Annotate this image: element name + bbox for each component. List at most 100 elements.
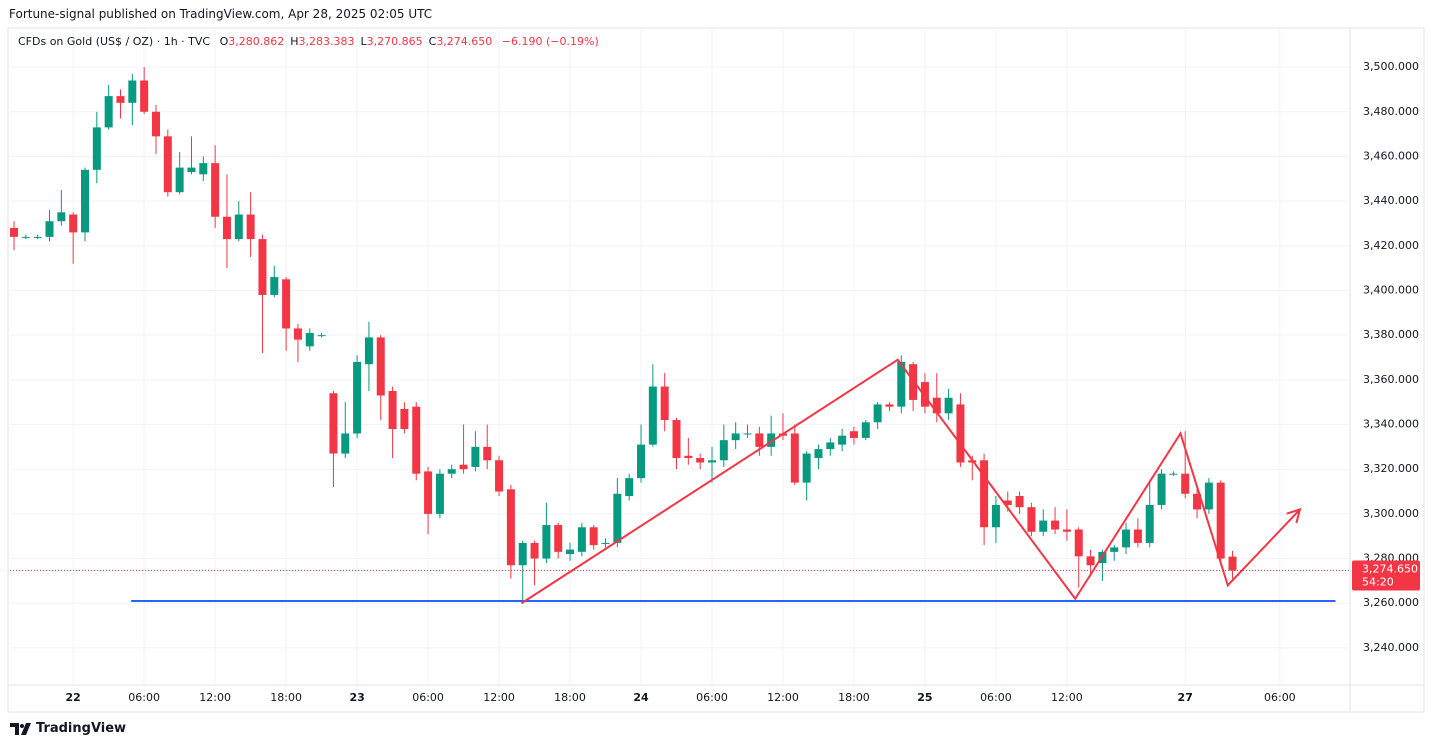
candle-body bbox=[388, 391, 397, 429]
candle-body bbox=[1193, 493, 1202, 510]
frame bbox=[7, 27, 1425, 713]
candle-body bbox=[826, 442, 835, 450]
candle-body bbox=[589, 527, 598, 546]
ohlc-key: H bbox=[290, 35, 299, 48]
candle-body bbox=[293, 328, 302, 340]
candle-body bbox=[81, 169, 90, 233]
x-tick-label: 24 bbox=[633, 691, 649, 704]
candle-body bbox=[1181, 473, 1190, 494]
candle-body bbox=[341, 433, 350, 454]
x-tick-label: 06:00 bbox=[128, 691, 160, 704]
ohlc-value: 3,283.383 bbox=[298, 35, 355, 48]
candle-body bbox=[128, 80, 137, 103]
x-tick-label: 27 bbox=[1178, 691, 1193, 704]
candle-body bbox=[672, 420, 681, 459]
ohlc-value: 3,280.862 bbox=[228, 35, 285, 48]
candle-body bbox=[684, 455, 693, 459]
y-tick-label: 3,500.000 bbox=[1363, 60, 1419, 73]
ohlc-key: L bbox=[360, 35, 367, 48]
candle-body bbox=[1062, 529, 1071, 532]
candle-body bbox=[1133, 529, 1142, 543]
candle-body bbox=[1027, 507, 1036, 532]
candle-body bbox=[364, 337, 373, 365]
footer: TradingView bbox=[10, 721, 126, 736]
candle-body bbox=[69, 214, 78, 233]
candle-body bbox=[1086, 556, 1095, 566]
candle-body bbox=[471, 446, 480, 467]
candle-body bbox=[317, 335, 326, 337]
x-tick-label: 12:00 bbox=[1051, 691, 1083, 704]
candle-body bbox=[861, 422, 870, 438]
candle-body bbox=[447, 469, 456, 474]
candle-body bbox=[57, 212, 66, 222]
y-tick-label: 3,420.000 bbox=[1363, 239, 1419, 252]
trend-drawing bbox=[520, 358, 1301, 605]
candle-body bbox=[613, 493, 622, 543]
candle-body bbox=[435, 473, 444, 514]
logo bbox=[10, 722, 31, 735]
candle-body bbox=[33, 236, 42, 238]
candle-body bbox=[708, 460, 717, 463]
candle-body bbox=[530, 542, 539, 559]
x-tick-label: 18:00 bbox=[838, 691, 870, 704]
candle-body bbox=[1228, 556, 1237, 571]
ohlc-value: 3,270.865 bbox=[366, 35, 423, 48]
candle-body bbox=[376, 337, 385, 396]
candle-body bbox=[719, 440, 728, 461]
candle-body bbox=[211, 163, 220, 217]
candle-body bbox=[10, 227, 19, 237]
candle-body bbox=[838, 435, 847, 445]
candle-body bbox=[1169, 473, 1178, 475]
candle-body bbox=[1145, 504, 1154, 543]
candle-body bbox=[506, 489, 515, 566]
candle-body bbox=[767, 433, 776, 447]
x-tick-label: 22 bbox=[66, 691, 81, 704]
candle-body bbox=[802, 453, 811, 483]
x-tick-label: 23 bbox=[349, 691, 364, 704]
candle-body bbox=[424, 471, 433, 514]
x-tick-label: 06:00 bbox=[412, 691, 444, 704]
candle-body bbox=[21, 236, 30, 238]
candle-body bbox=[755, 433, 764, 447]
candle-body bbox=[637, 444, 646, 479]
brand: TradingView bbox=[36, 721, 127, 736]
x-tick-label: 12:00 bbox=[199, 691, 231, 704]
candle-body bbox=[1074, 529, 1083, 557]
candle-body bbox=[163, 136, 172, 193]
x-tick-label: 12:00 bbox=[767, 691, 799, 704]
candle-body bbox=[625, 478, 634, 497]
x-tick-label: 18:00 bbox=[270, 691, 302, 704]
candle-body bbox=[968, 460, 977, 463]
y-tick-label: 3,260.000 bbox=[1363, 596, 1419, 609]
candle-body bbox=[956, 404, 965, 463]
candle-body bbox=[400, 408, 409, 429]
symbol: CFDs on Gold (US$ / OZ) · 1h · TVC bbox=[18, 35, 211, 48]
candle-body bbox=[743, 433, 752, 435]
candle-body bbox=[980, 460, 989, 528]
candle-body bbox=[554, 525, 563, 552]
x-tick-label: 06:00 bbox=[696, 691, 728, 704]
candle-body bbox=[222, 216, 231, 240]
candle-body bbox=[1122, 529, 1131, 548]
candle-body bbox=[45, 221, 54, 237]
candle-body bbox=[1051, 520, 1060, 530]
candle-body bbox=[790, 433, 799, 483]
candle-body bbox=[483, 446, 492, 461]
ohlc-key: C bbox=[428, 35, 437, 48]
candle-body bbox=[909, 364, 918, 400]
candle-body bbox=[353, 361, 362, 434]
y-tick-label: 3,380.000 bbox=[1363, 328, 1419, 341]
candle-body bbox=[897, 361, 906, 407]
candle-body bbox=[1015, 496, 1024, 508]
candle-body bbox=[731, 433, 740, 441]
candle-body bbox=[116, 96, 125, 103]
arrow-head bbox=[1286, 507, 1302, 524]
y-tick-label: 3,240.000 bbox=[1363, 641, 1419, 654]
y-tick-label: 3,440.000 bbox=[1363, 194, 1419, 207]
candle-body bbox=[258, 239, 267, 295]
candle-body bbox=[1204, 482, 1213, 510]
candle-body bbox=[495, 460, 504, 492]
candle-body bbox=[459, 464, 468, 470]
candle-body bbox=[92, 127, 101, 170]
